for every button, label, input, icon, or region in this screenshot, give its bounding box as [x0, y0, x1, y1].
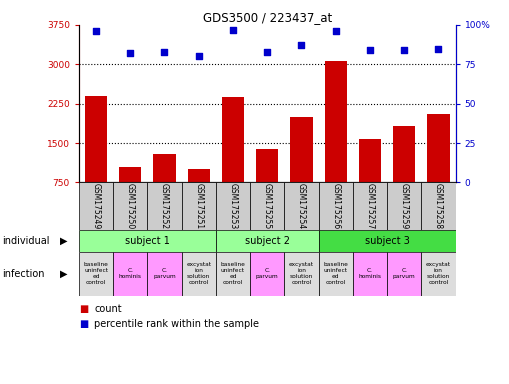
Bar	[285, 182, 319, 230]
Bar	[325, 61, 347, 182]
Text: C.
hominis: C. hominis	[119, 268, 142, 279]
Point	[92, 28, 100, 34]
Text: ■: ■	[79, 304, 88, 314]
Bar	[319, 230, 456, 252]
Bar	[319, 182, 353, 230]
Bar	[393, 126, 415, 182]
Bar	[79, 230, 216, 252]
Bar	[319, 252, 353, 296]
Bar	[387, 252, 421, 296]
Text: GSM175249: GSM175249	[92, 183, 100, 230]
Bar	[285, 252, 319, 296]
Bar	[119, 167, 142, 182]
Text: ■: ■	[79, 319, 88, 329]
Text: C.
parvum: C. parvum	[393, 268, 415, 279]
Text: excystat
ion
solution
control: excystat ion solution control	[186, 262, 211, 285]
Bar	[153, 154, 176, 182]
Text: GSM175254: GSM175254	[297, 183, 306, 230]
Bar	[216, 230, 319, 252]
Text: C.
parvum: C. parvum	[153, 268, 176, 279]
Text: C.
parvum: C. parvum	[256, 268, 278, 279]
Text: subject 3: subject 3	[364, 236, 410, 246]
Bar	[387, 182, 421, 230]
Text: baseline
uninfect
ed
control: baseline uninfect ed control	[83, 262, 108, 285]
Bar	[79, 182, 113, 230]
Point	[400, 47, 408, 53]
Text: C.
hominis: C. hominis	[358, 268, 381, 279]
Bar	[421, 182, 456, 230]
Text: excystat
ion
solution
control: excystat ion solution control	[289, 262, 314, 285]
Bar	[85, 96, 107, 182]
Text: count: count	[94, 304, 122, 314]
Bar	[353, 182, 387, 230]
Text: individual: individual	[2, 236, 49, 246]
Bar	[421, 252, 456, 296]
Point	[332, 28, 340, 34]
Text: GSM175251: GSM175251	[194, 183, 203, 230]
Bar	[256, 149, 278, 182]
Point	[297, 42, 305, 48]
Title: GDS3500 / 223437_at: GDS3500 / 223437_at	[203, 11, 332, 24]
Point	[126, 50, 134, 56]
Text: percentile rank within the sample: percentile rank within the sample	[94, 319, 259, 329]
Point	[366, 47, 374, 53]
Bar	[427, 114, 449, 182]
Text: GSM175258: GSM175258	[434, 183, 443, 230]
Text: GSM175256: GSM175256	[331, 183, 340, 230]
Point	[434, 45, 442, 51]
Bar	[148, 252, 182, 296]
Bar	[216, 252, 250, 296]
Text: GSM175255: GSM175255	[263, 183, 272, 230]
Text: baseline
uninfect
ed
control: baseline uninfect ed control	[323, 262, 348, 285]
Point	[263, 49, 271, 55]
Text: GSM175257: GSM175257	[365, 183, 375, 230]
Bar	[359, 139, 381, 182]
Bar	[113, 252, 148, 296]
Bar	[222, 97, 244, 182]
Bar	[148, 182, 182, 230]
Bar	[353, 252, 387, 296]
Bar	[113, 182, 148, 230]
Text: infection: infection	[2, 268, 44, 279]
Point	[194, 53, 203, 60]
Bar	[250, 252, 285, 296]
Text: subject 2: subject 2	[245, 236, 290, 246]
Bar	[216, 182, 250, 230]
Bar	[182, 182, 216, 230]
Text: GSM175253: GSM175253	[229, 183, 238, 230]
Bar	[290, 117, 313, 182]
Text: ▶: ▶	[61, 268, 68, 279]
Text: excystat
ion
solution
control: excystat ion solution control	[426, 262, 451, 285]
Text: baseline
uninfect
ed
control: baseline uninfect ed control	[220, 262, 245, 285]
Text: ▶: ▶	[61, 236, 68, 246]
Text: GSM175259: GSM175259	[400, 183, 409, 230]
Bar	[188, 169, 210, 182]
Point	[160, 49, 168, 55]
Bar	[182, 252, 216, 296]
Text: GSM175252: GSM175252	[160, 183, 169, 230]
Bar	[250, 182, 285, 230]
Point	[229, 26, 237, 33]
Text: GSM175250: GSM175250	[126, 183, 135, 230]
Bar	[79, 252, 113, 296]
Text: subject 1: subject 1	[125, 236, 170, 246]
